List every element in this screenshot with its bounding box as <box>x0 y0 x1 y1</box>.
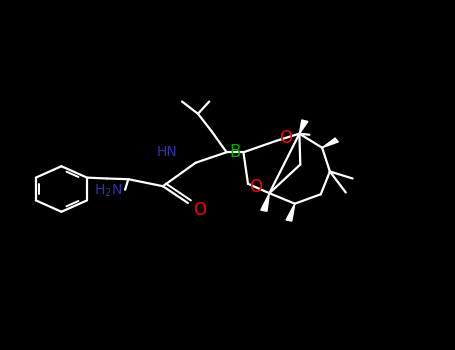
Text: O: O <box>279 129 292 147</box>
Text: H$_2$N: H$_2$N <box>94 182 122 198</box>
Text: O: O <box>249 178 263 196</box>
Text: B: B <box>230 143 241 161</box>
Polygon shape <box>299 120 308 134</box>
Polygon shape <box>261 193 269 211</box>
Text: O: O <box>193 201 206 219</box>
Polygon shape <box>322 138 339 148</box>
Text: HN: HN <box>157 145 177 159</box>
Polygon shape <box>286 204 295 221</box>
